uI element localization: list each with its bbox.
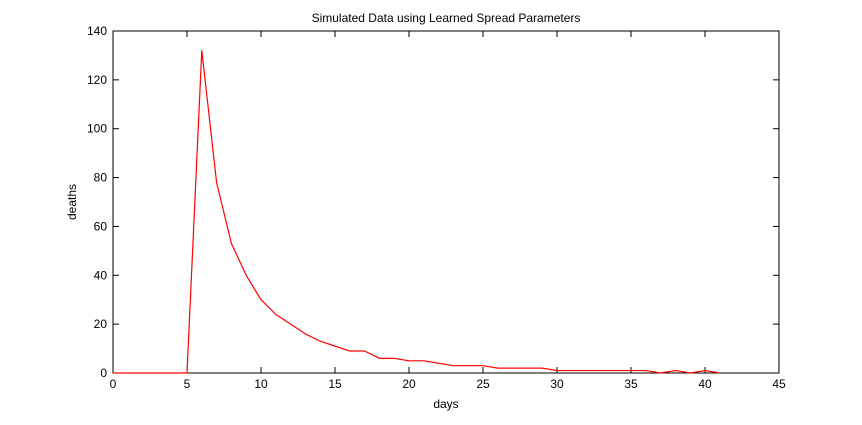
y-tick-label: 40	[94, 268, 108, 282]
y-tick-label: 60	[94, 219, 108, 233]
y-tick-label: 0	[100, 366, 107, 380]
x-tick-label: 40	[698, 377, 712, 391]
y-tick-label: 140	[87, 24, 107, 38]
plot-area	[112, 30, 780, 374]
y-tick-label: 20	[94, 317, 108, 331]
y-axis-label: deaths	[65, 184, 79, 220]
y-tick-label: 80	[94, 171, 108, 185]
series-layer	[113, 49, 720, 374]
x-tick-label: 25	[476, 377, 490, 391]
x-tick-label: 15	[328, 377, 342, 391]
x-tick-label: 20	[402, 377, 416, 391]
y-tick-label: 120	[87, 73, 107, 87]
chart-title: Simulated Data using Learned Spread Para…	[312, 11, 581, 25]
x-tick-label: 30	[550, 377, 564, 391]
x-tick-label: 35	[624, 377, 638, 391]
x-axis-label: days	[433, 397, 458, 411]
x-tick-label: 0	[110, 377, 117, 391]
series-line	[113, 49, 720, 374]
x-tick-label: 10	[254, 377, 268, 391]
y-tick-label: 100	[87, 122, 107, 136]
axis-ticks: 0 5 10 15 20 25 30 35 40 45 0 20 40 60 80 100 120 140	[87, 24, 786, 391]
x-tick-label: 45	[772, 377, 786, 391]
x-tick-label: 5	[184, 377, 191, 391]
